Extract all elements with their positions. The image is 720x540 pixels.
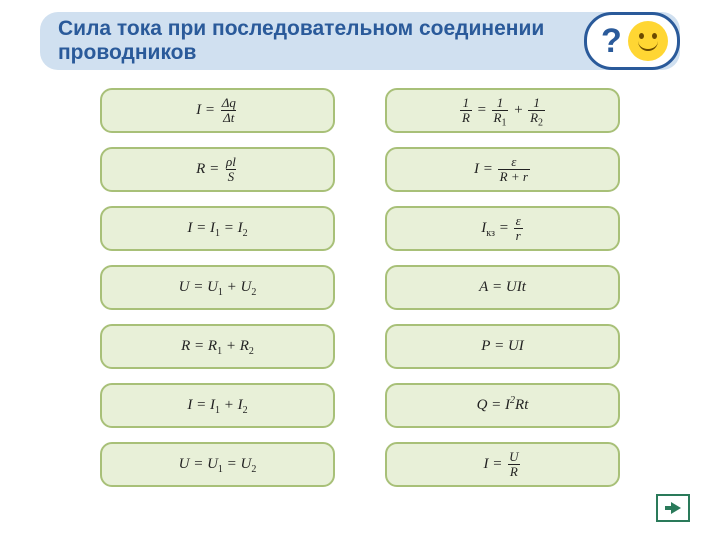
left-column: I = ΔqΔt R = ρlS I = I1 = I2 U = U1 + U2… [100,88,335,500]
formula-series-voltage[interactable]: U = U1 + U2 [100,265,335,310]
formula-series-resist[interactable]: R = R1 + R2 [100,324,335,369]
formula-short-circuit[interactable]: Iкз = εr [385,206,620,251]
help-capsule[interactable]: ? [584,12,680,70]
formula-parallel-voltage[interactable]: U = U1 = U2 [100,442,335,487]
formula-emf-current[interactable]: I = εR + r [385,147,620,192]
help-icon: ? [601,24,622,58]
next-button[interactable] [656,494,690,522]
formula-current-def[interactable]: I = ΔqΔt [100,88,335,133]
formula-grid: I = ΔqΔt R = ρlS I = I1 = I2 U = U1 + U2… [0,88,720,500]
arrow-right-icon [663,500,683,516]
smiley-icon [628,21,668,61]
formula-resistance-rho[interactable]: R = ρlS [100,147,335,192]
formula-work[interactable]: A = UIt [385,265,620,310]
formula-series-current[interactable]: I = I1 = I2 [100,206,335,251]
formula-parallel-resist[interactable]: 1R = 1R1 + 1R2 [385,88,620,133]
formula-power[interactable]: P = UI [385,324,620,369]
formula-ohm[interactable]: I = UR [385,442,620,487]
formula-joule[interactable]: Q = I2Rt [385,383,620,428]
formula-parallel-current[interactable]: I = I1 + I2 [100,383,335,428]
page-title: Сила тока при последовательном соединени… [58,17,600,65]
right-column: 1R = 1R1 + 1R2 I = εR + r Iкз = εr A = U… [385,88,620,500]
